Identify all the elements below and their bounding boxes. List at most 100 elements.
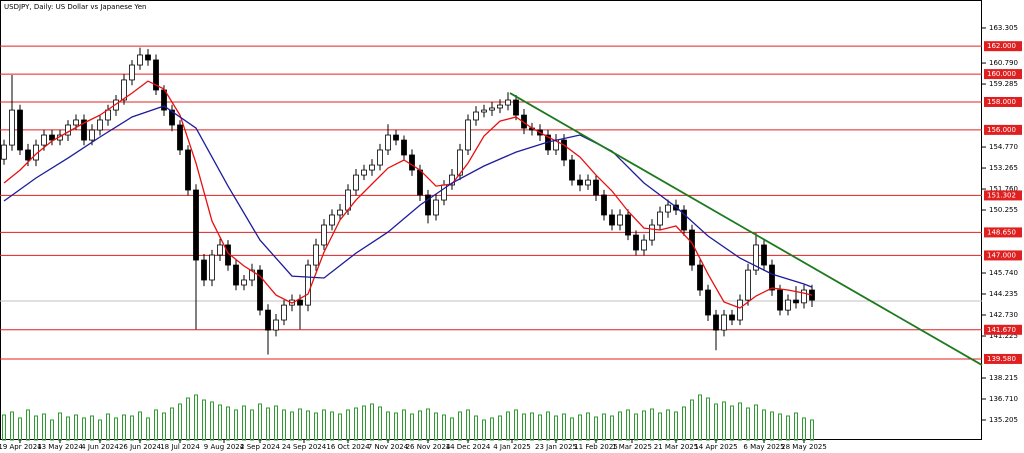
volume-bar bbox=[658, 412, 662, 441]
volume-bar bbox=[74, 414, 78, 441]
volume-bar bbox=[530, 412, 534, 441]
x-tick-label: 14 Dec 2024 bbox=[446, 443, 491, 451]
candle-body bbox=[353, 174, 359, 191]
x-tick-label: 2 Sep 2024 bbox=[240, 443, 280, 451]
x-tick-label: 26 Jun 2024 bbox=[119, 443, 162, 451]
candle-body bbox=[249, 269, 255, 281]
volume-bar bbox=[266, 407, 270, 441]
volume-bar bbox=[330, 411, 334, 441]
y-tick-label: 144.235 bbox=[989, 290, 1018, 298]
candle-body bbox=[121, 79, 127, 101]
candle-body bbox=[609, 214, 615, 226]
candle-body bbox=[713, 314, 719, 331]
volume-bar bbox=[754, 404, 758, 441]
candle-body bbox=[233, 264, 239, 286]
volume-bar bbox=[170, 407, 174, 441]
volume-bar bbox=[786, 415, 790, 441]
volume-bar bbox=[634, 413, 638, 441]
y-tick-label: 160.790 bbox=[989, 59, 1018, 67]
y-tick-label: 153.265 bbox=[989, 164, 1018, 172]
volume-bar bbox=[250, 409, 254, 441]
candle-body bbox=[81, 119, 87, 141]
moving-average bbox=[3, 80, 813, 309]
candle-body bbox=[193, 189, 199, 261]
volume-bar bbox=[162, 412, 166, 441]
candle-body bbox=[409, 154, 415, 171]
volume-bar bbox=[218, 404, 222, 441]
candle-body bbox=[177, 124, 183, 151]
x-tick-label: 16 Oct 2024 bbox=[326, 443, 370, 451]
x-tick-label: 26 Nov 2024 bbox=[406, 443, 451, 451]
candle-body bbox=[361, 169, 367, 176]
volume-bar bbox=[106, 413, 110, 441]
x-tick-label: 28 May 2025 bbox=[781, 443, 827, 451]
candle-body bbox=[705, 289, 711, 316]
candle-body bbox=[137, 54, 143, 66]
candle-body bbox=[561, 139, 567, 161]
volume-bar bbox=[114, 417, 118, 441]
candle-body bbox=[25, 149, 31, 161]
level-label: 148.650 bbox=[987, 228, 1016, 236]
candle-body bbox=[457, 149, 463, 176]
volume-bar bbox=[570, 417, 574, 441]
candle-body bbox=[577, 179, 583, 186]
volume-bar bbox=[242, 405, 246, 441]
volume-bar bbox=[82, 417, 86, 441]
volume-bar bbox=[42, 413, 46, 441]
trendline bbox=[509, 92, 983, 366]
level-label: 139.580 bbox=[987, 355, 1016, 363]
candle-body bbox=[153, 59, 159, 91]
volume-bar bbox=[314, 412, 318, 441]
level-label-box bbox=[984, 353, 1022, 364]
candle-body bbox=[89, 129, 95, 141]
candle-body bbox=[417, 169, 423, 196]
volume-bar bbox=[506, 411, 510, 441]
level-label: 147.000 bbox=[987, 251, 1016, 259]
level-label-box bbox=[984, 250, 1022, 261]
candle-body bbox=[385, 134, 391, 151]
x-tick-label: 11 Feb 2025 bbox=[574, 443, 618, 451]
x-tick-label: 4 Jan 2025 bbox=[493, 443, 531, 451]
candle-body bbox=[473, 111, 479, 121]
level-label-box bbox=[984, 190, 1022, 201]
x-tick-label: 7 Nov 2024 bbox=[368, 443, 409, 451]
volume-bar bbox=[490, 417, 494, 441]
level-label-box bbox=[984, 41, 1022, 52]
candle-body bbox=[129, 64, 135, 81]
moving-average bbox=[3, 105, 813, 288]
volume-bar bbox=[194, 394, 198, 441]
level-label: 162.000 bbox=[987, 42, 1016, 50]
volume-bar bbox=[810, 419, 814, 441]
volume-bar bbox=[610, 415, 614, 441]
level-label-box bbox=[984, 324, 1022, 335]
candle-body bbox=[497, 104, 503, 109]
level-label-box bbox=[984, 124, 1022, 135]
candle-body bbox=[201, 259, 207, 281]
level-label: 158.000 bbox=[987, 98, 1016, 106]
volume-bar bbox=[794, 412, 798, 441]
volume-bar bbox=[122, 414, 126, 441]
volume-bar bbox=[586, 412, 590, 441]
candle-body bbox=[369, 164, 375, 171]
candle-body bbox=[745, 269, 751, 301]
volume-bar bbox=[562, 413, 566, 441]
volume-bar bbox=[66, 416, 70, 441]
volume-bar bbox=[186, 397, 190, 441]
candle-body bbox=[625, 214, 631, 236]
volume-bar bbox=[410, 413, 414, 441]
candle-body bbox=[41, 134, 47, 146]
x-tick-label: 23 Jan 2025 bbox=[535, 443, 577, 451]
level-label-box bbox=[984, 96, 1022, 107]
volume-bar bbox=[746, 407, 750, 441]
volume-bar bbox=[538, 414, 542, 441]
y-tick-label: 135.205 bbox=[989, 416, 1018, 424]
candle-body bbox=[633, 234, 639, 251]
candle-body bbox=[721, 314, 727, 331]
volume-bar bbox=[650, 408, 654, 441]
volume-bar bbox=[306, 410, 310, 441]
volume-bar bbox=[738, 402, 742, 441]
candle-body bbox=[433, 199, 439, 216]
candle-body bbox=[313, 244, 319, 266]
